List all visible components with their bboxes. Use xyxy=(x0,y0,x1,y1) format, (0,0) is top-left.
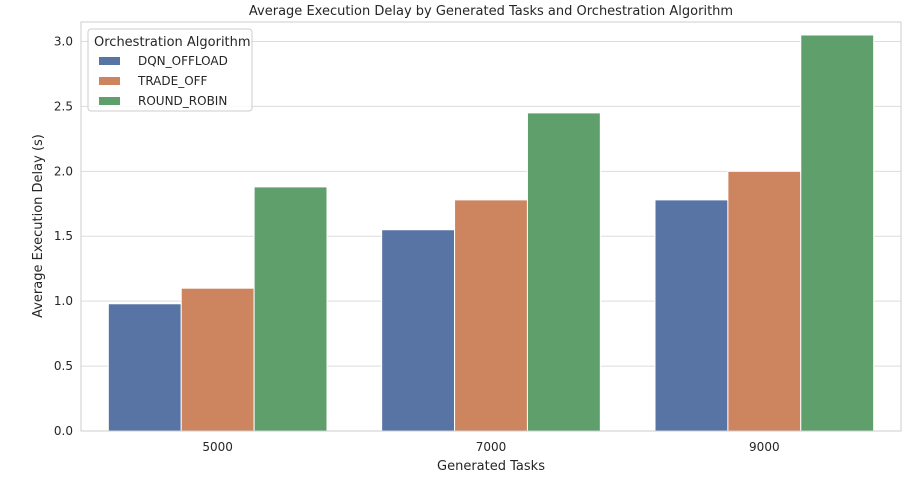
x-tick-labels: 5000 7000 9000 xyxy=(202,440,779,454)
y-tick-label: 1.0 xyxy=(54,294,73,308)
plot-frame xyxy=(80,21,902,432)
y-tick-label: 1.5 xyxy=(54,229,73,243)
y-tick-label: 2.0 xyxy=(54,164,73,178)
x-tick-label: 9000 xyxy=(749,440,780,454)
bar-round-robin-5000 xyxy=(253,186,328,432)
x-tick-label: 7000 xyxy=(476,440,507,454)
bar-dqn-offload-5000 xyxy=(107,303,182,432)
x-axis-label: Generated Tasks xyxy=(437,459,545,474)
bars-group xyxy=(107,34,875,432)
legend-swatch xyxy=(99,97,120,105)
legend-label: TRADE_OFF xyxy=(137,74,208,88)
bar-dqn-offload-7000 xyxy=(381,229,456,432)
bar-trade-off-5000 xyxy=(180,287,255,432)
legend-swatch xyxy=(99,77,120,85)
y-tick-label: 0.0 xyxy=(54,424,73,438)
legend: Orchestration Algorithm DQN_OFFLOAD TRADE… xyxy=(87,28,253,112)
legend-swatch xyxy=(99,57,120,65)
bar-round-robin-9000 xyxy=(800,34,875,432)
chart-title: Average Execution Delay by Generated Tas… xyxy=(249,4,733,19)
y-tick-label: 3.0 xyxy=(54,34,73,48)
legend-title: Orchestration Algorithm xyxy=(94,35,251,50)
y-axis-label: Average Execution Delay (s) xyxy=(31,134,46,318)
y-tick-label: 0.5 xyxy=(54,359,73,373)
bar-round-robin-7000 xyxy=(526,112,601,432)
legend-box xyxy=(87,28,253,112)
y-tick-label: 2.5 xyxy=(54,99,73,113)
legend-label: ROUND_ROBIN xyxy=(138,94,227,108)
legend-label: DQN_OFFLOAD xyxy=(138,54,228,68)
y-tick-labels: 0.0 0.5 1.0 1.5 2.0 2.5 3.0 xyxy=(54,34,73,438)
bar-trade-off-9000 xyxy=(727,170,802,432)
bar-trade-off-7000 xyxy=(454,199,528,432)
bar-dqn-offload-9000 xyxy=(654,199,729,432)
x-tick-label: 5000 xyxy=(202,440,233,454)
